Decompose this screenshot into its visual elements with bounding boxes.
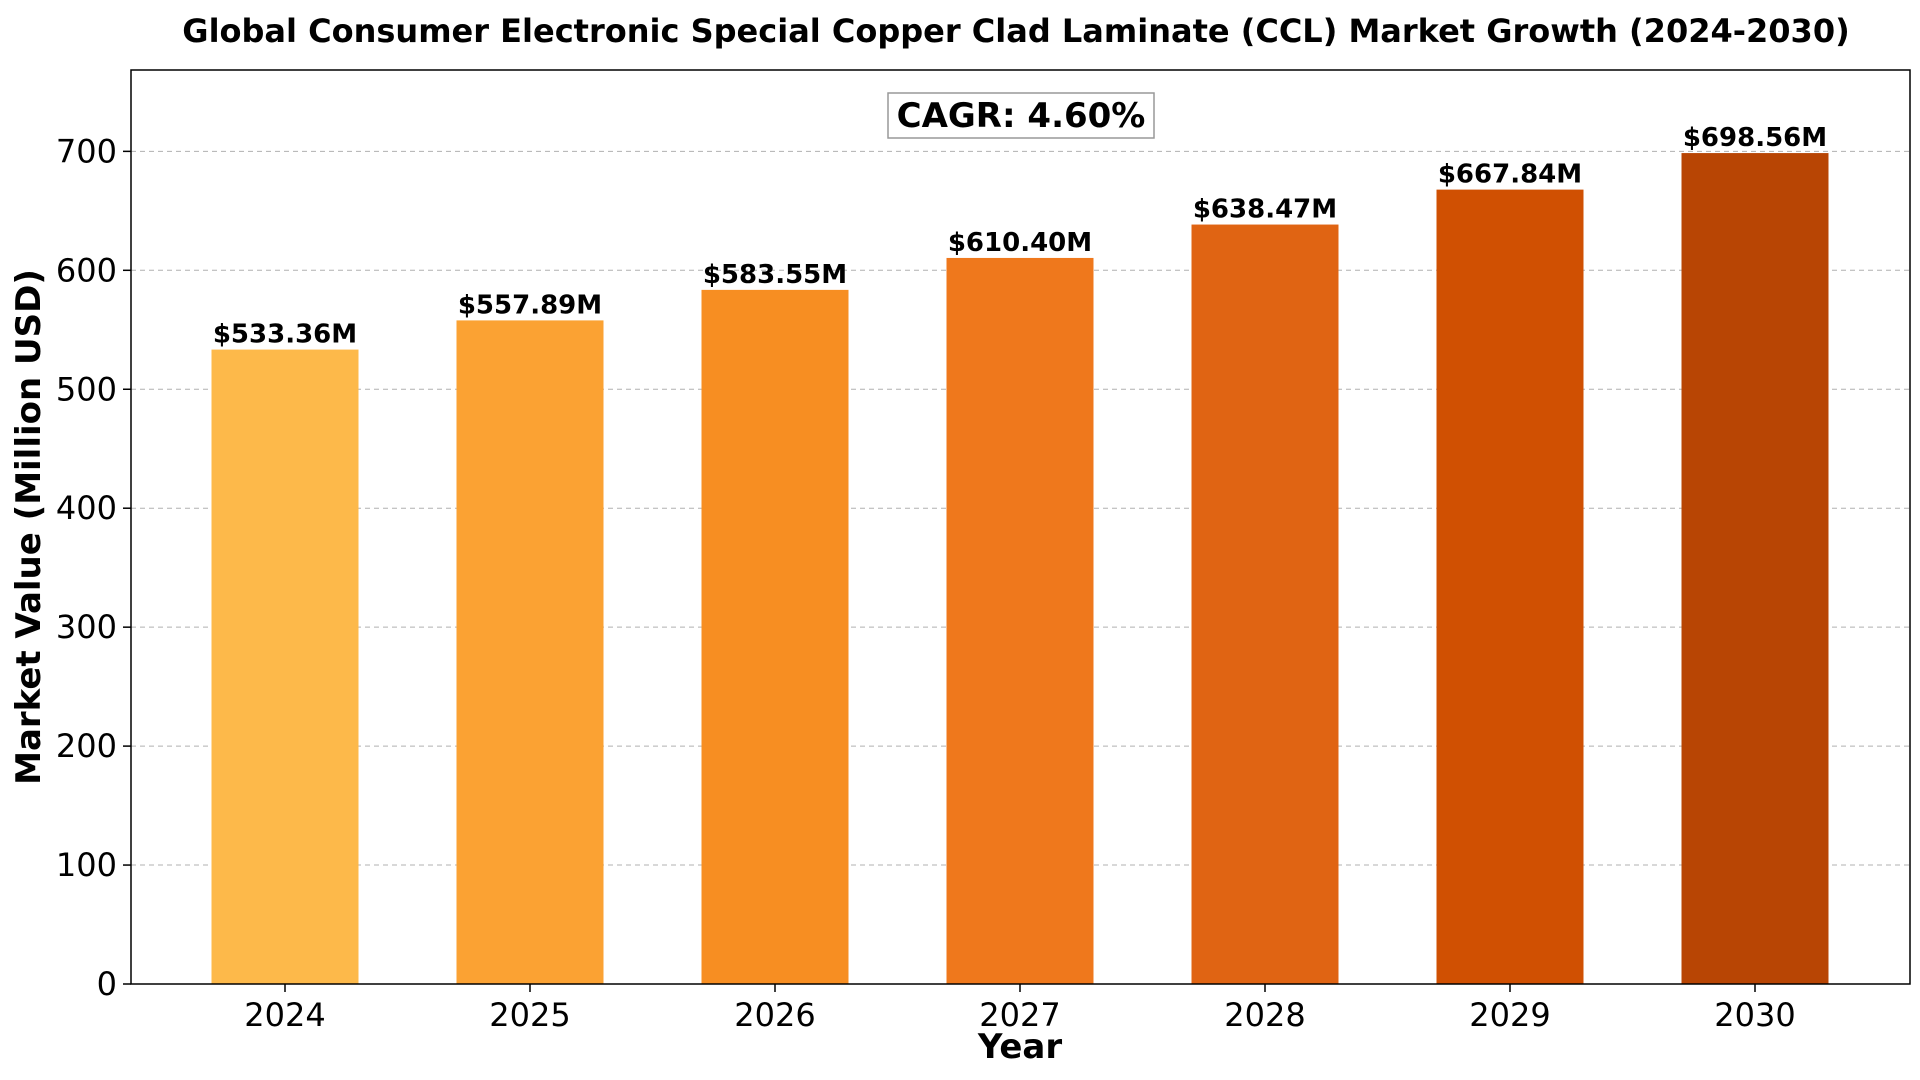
bar-value-label: $533.36M [213, 320, 357, 350]
x-tick-label: 2027 [979, 996, 1060, 1034]
x-tick-label: 2024 [244, 996, 325, 1034]
cagr-annotation-text: CAGR: 4.60% [897, 96, 1146, 136]
x-tick-label: 2025 [489, 996, 570, 1034]
x-axis-label: Year [977, 1027, 1063, 1067]
bar-2024 [211, 349, 359, 984]
bar-value-label: $610.40M [948, 228, 1092, 258]
x-axis-ticks: 2024 2025 2026 2027 2028 2029 2030 [244, 984, 1796, 1034]
bar-labels-group: $533.36M $557.89M $583.55M $610.40M $638.47M… [213, 123, 1827, 350]
bar-value-label: $557.89M [458, 290, 602, 320]
x-tick-label: 2029 [1469, 996, 1550, 1034]
y-tick-label: 300 [56, 608, 117, 646]
bar-value-label: $698.56M [1683, 123, 1827, 153]
x-tick-label: 2026 [734, 996, 815, 1034]
y-tick-label: 600 [56, 251, 117, 289]
y-tick-label: 500 [56, 370, 117, 408]
y-axis-label: Market Value (Million USD) [9, 269, 49, 785]
bar-2028 [1191, 224, 1339, 984]
cagr-annotation: CAGR: 4.60% [887, 92, 1155, 139]
y-tick-label: 100 [56, 846, 117, 884]
bars-group [211, 153, 1829, 985]
bar-value-label: $583.55M [703, 260, 847, 290]
bar-2025 [456, 320, 604, 984]
chart-title: Global Consumer Electronic Special Coppe… [182, 12, 1849, 50]
bar-2029 [1436, 189, 1584, 985]
bar-2027 [946, 257, 1094, 984]
y-tick-label: 0 [97, 965, 117, 1003]
bar-value-label: $638.47M [1193, 195, 1337, 225]
x-tick-label: 2028 [1224, 996, 1305, 1034]
y-axis-ticks: 0 100 200 300 400 500 600 700 [56, 132, 131, 1003]
cagr-annotation-box [887, 92, 1155, 139]
y-tick-label: 200 [56, 727, 117, 765]
bar-value-label: $667.84M [1438, 160, 1582, 190]
y-tick-label: 400 [56, 489, 117, 527]
y-tick-label: 700 [56, 132, 117, 170]
x-tick-label: 2030 [1714, 996, 1795, 1034]
bar-2026 [701, 289, 849, 985]
bar-2030 [1681, 153, 1829, 984]
